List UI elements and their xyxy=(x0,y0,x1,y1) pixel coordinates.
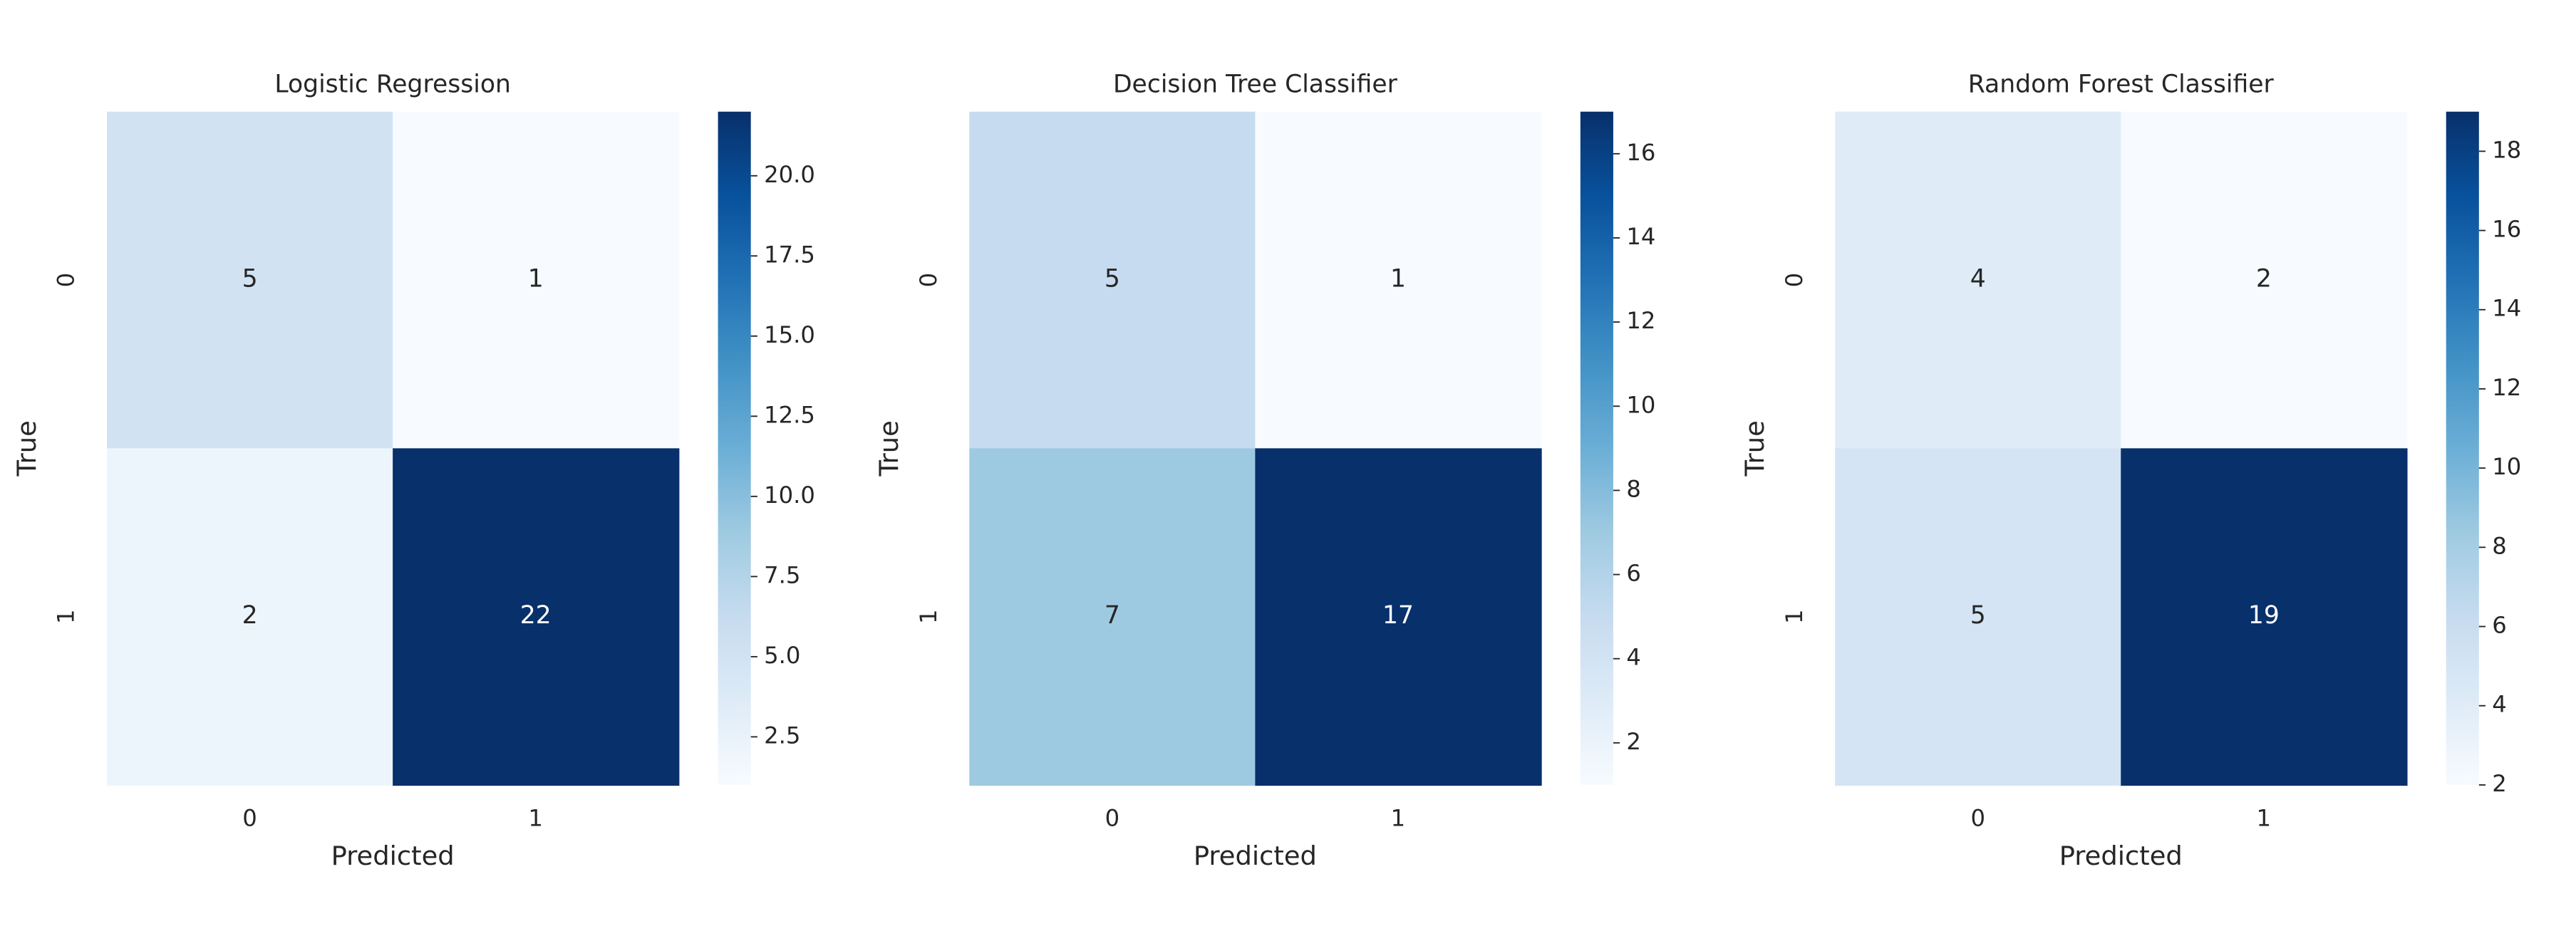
colorbar-tick-label: 8 xyxy=(1626,475,1641,502)
colorbar-tick-label: 2 xyxy=(1626,728,1641,755)
heatmap-cell xyxy=(969,448,1256,786)
colorbar-tick-label: 14 xyxy=(1626,223,1655,250)
cell-label: 2 xyxy=(2256,265,2272,293)
colorbar xyxy=(1580,111,1613,785)
y-tick-label: 1 xyxy=(1781,609,1808,624)
colorbar-tick-label: 6 xyxy=(2492,612,2507,639)
cell-label: 1 xyxy=(1390,265,1406,293)
cell-label: 5 xyxy=(1970,601,1986,630)
y-tick-label: 0 xyxy=(915,273,942,288)
x-tick-label: 0 xyxy=(1105,804,1120,831)
heatmap-cell xyxy=(393,111,680,449)
colorbar-tick-label: 12 xyxy=(2492,374,2521,401)
cell-label: 1 xyxy=(528,265,544,293)
cell-label: 17 xyxy=(1382,601,1414,630)
x-tick-label: 0 xyxy=(242,804,257,831)
y-axis-label: True xyxy=(11,420,42,477)
colorbar-tick-label: 10 xyxy=(1626,391,1655,418)
chart-title: Random Forest Classifier xyxy=(1968,70,2275,98)
colorbar-tick-label: 20.0 xyxy=(764,161,815,188)
heatmap-cell xyxy=(969,111,1256,449)
y-axis-label: True xyxy=(874,420,904,477)
heatmap-cell xyxy=(1255,111,1542,449)
colorbar xyxy=(2446,111,2479,785)
chart-title: Logistic Regression xyxy=(274,70,511,98)
cell-label: 22 xyxy=(520,601,552,630)
colorbar-tick-label: 7.5 xyxy=(764,561,800,588)
heatmap-cell xyxy=(1835,111,2122,449)
cell-label: 7 xyxy=(1105,601,1120,630)
x-tick-label: 0 xyxy=(1970,804,1985,831)
cell-label: 19 xyxy=(2248,601,2280,630)
colorbar-tick-label: 16 xyxy=(1626,139,1655,166)
colorbar-tick-label: 4 xyxy=(2492,691,2507,718)
x-tick-label: 1 xyxy=(528,804,543,831)
heatmap-cell xyxy=(107,448,394,786)
x-axis-label: Predicted xyxy=(1194,841,1317,871)
x-tick-label: 1 xyxy=(1391,804,1406,831)
x-axis-label: Predicted xyxy=(2059,841,2183,871)
y-tick-label: 0 xyxy=(1781,273,1808,288)
colorbar-tick-label: 14 xyxy=(2492,295,2521,322)
heatmap-cell xyxy=(1255,448,1542,786)
cell-label: 4 xyxy=(1970,265,1986,293)
colorbar-tick-label: 18 xyxy=(2492,136,2521,163)
cell-label: 5 xyxy=(1105,265,1120,293)
colorbar-tick-label: 10.0 xyxy=(764,482,815,509)
colorbar-tick-label: 4 xyxy=(1626,644,1641,671)
cell-label: 5 xyxy=(242,265,258,293)
colorbar-tick-label: 5.0 xyxy=(764,642,800,669)
colorbar-tick-label: 10 xyxy=(2492,453,2521,480)
x-axis-label: Predicted xyxy=(331,841,455,871)
heatmap-cell xyxy=(2121,111,2408,449)
y-tick-label: 1 xyxy=(915,609,942,624)
y-axis-label: True xyxy=(1739,420,1770,477)
heatmap-cell xyxy=(1835,448,2122,786)
x-tick-label: 1 xyxy=(2257,804,2272,831)
colorbar-tick-label: 16 xyxy=(2492,216,2521,243)
colorbar-tick-label: 15.0 xyxy=(764,321,815,348)
colorbar-tick-label: 2.5 xyxy=(764,722,800,749)
colorbar-tick-label: 17.5 xyxy=(764,241,815,268)
colorbar-tick-label: 8 xyxy=(2492,532,2507,559)
colorbar-tick-label: 2 xyxy=(2492,770,2507,797)
heatmap-cell xyxy=(393,448,680,786)
y-tick-label: 0 xyxy=(53,273,80,288)
colorbar-tick-label: 12.5 xyxy=(764,401,815,428)
y-tick-label: 1 xyxy=(53,609,80,624)
chart-title: Decision Tree Classifier xyxy=(1113,70,1398,98)
colorbar-tick-label: 6 xyxy=(1626,560,1641,587)
heatmap-cell xyxy=(107,111,394,449)
colorbar-tick-label: 12 xyxy=(1626,307,1655,334)
colorbar xyxy=(718,111,751,785)
cell-label: 2 xyxy=(242,601,258,630)
heatmap-cell xyxy=(2121,448,2408,786)
